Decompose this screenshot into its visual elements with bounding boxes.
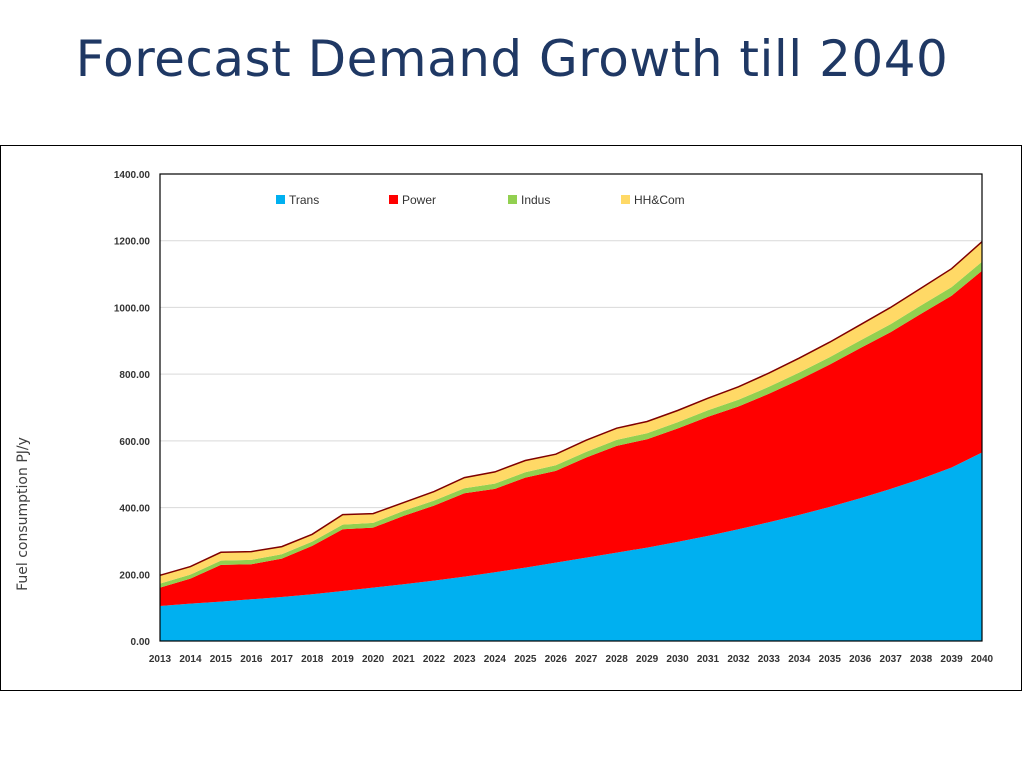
x-tick-label: 2030: [666, 654, 689, 665]
x-tick-label: 2039: [940, 654, 963, 665]
y-axis-label: Fuel consumption PJ/y: [15, 437, 31, 591]
y-tick-label: 1000.00: [114, 303, 151, 314]
legend-item: Power: [389, 193, 436, 207]
y-tick-label: 400.00: [119, 504, 150, 515]
x-tick-label: 2033: [758, 654, 781, 665]
legend-swatch: [621, 195, 630, 204]
area-series: [159, 241, 983, 641]
chart-frame: 0.00 200.00 400.00 600.00 800.00 1000.00 1200.…: [0, 145, 1022, 691]
x-tick-label: 2016: [240, 654, 263, 665]
x-tick-label: 2027: [575, 654, 598, 665]
x-tick-label: 2026: [545, 654, 568, 665]
x-tick-label: 2032: [727, 654, 750, 665]
x-tick-label: 2029: [636, 654, 659, 665]
legend-swatch: [276, 195, 285, 204]
legend-label: Power: [402, 193, 436, 207]
legend-label: Trans: [289, 193, 319, 207]
x-tick-label: 2028: [606, 654, 629, 665]
x-tick-label: 2025: [514, 654, 537, 665]
x-tick-label: 2034: [788, 654, 811, 665]
x-tick-label: 2015: [210, 654, 233, 665]
x-tick-label: 2021: [392, 654, 415, 665]
x-tick-label: 2023: [453, 654, 476, 665]
y-tick-label: 800.00: [119, 370, 150, 381]
x-tick-labels: 2013 2014 2015 2016 2017 2018 2019 2020 2021 2022…: [149, 654, 994, 665]
stack-top-line: [159, 241, 983, 577]
y-tick-label: 1200.00: [114, 237, 151, 248]
x-tick-label: 2020: [362, 654, 385, 665]
y-tick-label: 0.00: [131, 637, 151, 648]
x-tick-label: 2037: [880, 654, 903, 665]
y-tick-label: 200.00: [119, 570, 150, 581]
y-tick-label: 600.00: [119, 437, 150, 448]
x-tick-label: 2031: [697, 654, 720, 665]
x-tick-label: 2014: [179, 654, 202, 665]
y-tick-labels: 0.00 200.00 400.00 600.00 800.00 1000.00 1200.…: [114, 170, 151, 648]
legend-label: Indus: [521, 193, 550, 207]
x-tick-label: 2013: [149, 654, 172, 665]
x-tick-label: 2024: [484, 654, 507, 665]
legend-swatch: [389, 195, 398, 204]
x-tick-label: 2038: [910, 654, 933, 665]
x-tick-label: 2018: [301, 654, 324, 665]
x-tick-label: 2040: [971, 654, 994, 665]
legend-swatch: [508, 195, 517, 204]
plot-border: [159, 173, 983, 642]
legend-item: Trans: [276, 193, 319, 207]
legend-label: HH&Com: [634, 193, 685, 207]
area-trans: [160, 452, 982, 641]
slide-title: Forecast Demand Growth till 2040: [75, 30, 949, 88]
area-power: [160, 270, 982, 606]
legend-item: HH&Com: [621, 193, 685, 207]
x-tick-label: 2019: [332, 654, 355, 665]
y-tick-label: 1400.00: [114, 170, 151, 181]
legend-item: Indus: [508, 193, 550, 207]
legend: Trans Power Indus HH&Com: [276, 193, 685, 207]
stacked-area-chart: 0.00 200.00 400.00 600.00 800.00 1000.00 1200.…: [114, 170, 994, 665]
x-tick-label: 2036: [849, 654, 872, 665]
x-tick-label: 2035: [819, 654, 842, 665]
x-tick-label: 2022: [423, 654, 446, 665]
x-tick-label: 2017: [271, 654, 294, 665]
